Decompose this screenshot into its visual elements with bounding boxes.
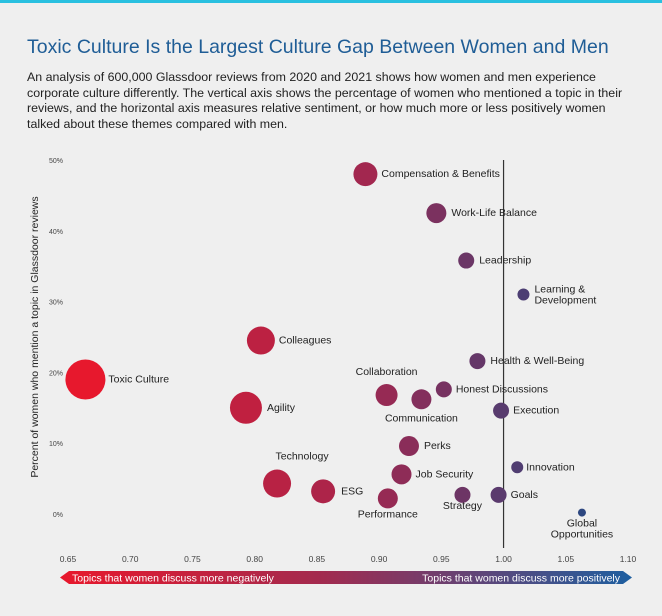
negative-label: Topics that women discuss more negativel… (72, 573, 275, 585)
bubble-label: Job Security (416, 468, 475, 480)
chart-title: Toxic Culture Is the Largest Culture Gap… (27, 36, 609, 58)
bubble-strategy (454, 486, 471, 503)
bubble-label: Colleagues (279, 335, 332, 347)
bubble-label: Global Opportunities (551, 518, 613, 541)
x-tick-label: 1.05 (558, 554, 575, 564)
bubble-colleagues (246, 326, 275, 355)
bubble-label: Health & Well-Being (490, 355, 584, 367)
y-tick-label: 40% (49, 229, 63, 236)
bubble-labels: Compensation & Benefits Work-Life Balance… (108, 168, 613, 540)
bubble-global-opportunities (577, 508, 586, 517)
bubble-compensation-benefits (353, 162, 378, 187)
x-tick-label: 1.10 (620, 554, 637, 564)
x-tick-label: 0.80 (246, 554, 263, 564)
x-tick-label: 0.65 (60, 554, 77, 564)
bubble-label: Leadership (479, 255, 531, 267)
bubble-technology (263, 469, 292, 498)
y-axis-label: Percent of women who mention a topic in … (29, 196, 41, 477)
y-tick-label: 20% (49, 370, 63, 377)
bubble-label: Performance (358, 508, 418, 520)
bubble-label: Perks (424, 440, 451, 452)
chart-subtitle: An analysis of 600,000 Glassdoor reviews… (27, 70, 623, 131)
bubble-label: Compensation & Benefits (381, 168, 499, 180)
bubble-perks (398, 436, 419, 457)
bubble-label: Strategy (443, 500, 483, 512)
bubble-label: Collaboration (356, 366, 418, 378)
bubble-label: Agility (267, 402, 296, 414)
sentiment-gradient-bar: Topics that women discuss more negativel… (60, 571, 632, 585)
x-tick-label: 0.75 (184, 554, 201, 564)
bubble-esg (311, 479, 336, 504)
bubble-health-well-being (469, 353, 486, 370)
y-tick-label: 0% (53, 512, 63, 519)
bubble-goals (490, 486, 507, 503)
chart-axes: 0.65 0.70 0.75 0.80 0.85 0.90 0.95 1.00 1.05 1.10… (49, 158, 637, 564)
bubble-work-life-balance (426, 203, 447, 224)
gradient-arrow-bar (60, 571, 632, 584)
y-tick-label: 50% (49, 158, 63, 165)
bubble-leadership (458, 252, 475, 269)
bubble-label: Communication (385, 412, 458, 424)
bubble-label: Toxic Culture (108, 373, 169, 385)
top-accent-bar (0, 0, 662, 3)
bubble-label: Goals (511, 489, 538, 501)
bubble-honest-discussions (435, 381, 452, 398)
x-tick-label: 0.90 (371, 554, 388, 564)
bubble-toxic-culture (65, 359, 106, 400)
bubble-label: Work-Life Balance (451, 207, 537, 219)
bubble-label: Innovation (526, 461, 575, 473)
bubble-communication (411, 389, 432, 410)
bubble-agility (229, 391, 262, 424)
positive-label: Topics that women discuss more positivel… (422, 573, 621, 585)
bubble-collaboration (375, 384, 398, 407)
bubble-innovation (511, 461, 524, 474)
bubble-label: Execution (513, 405, 559, 417)
x-tick-label: 1.00 (495, 554, 512, 564)
y-tick-label: 10% (49, 441, 63, 448)
bubble-series (65, 162, 586, 517)
bubble-execution (493, 402, 510, 419)
y-tick-label: 30% (49, 300, 63, 307)
x-tick-label: 0.95 (433, 554, 450, 564)
bubble-label: Honest Discussions (456, 383, 548, 395)
bubble-learning-development (517, 288, 530, 301)
bubble-label: Learning & Development (534, 284, 596, 307)
bubble-performance (377, 488, 398, 509)
bubble-label: Technology (276, 451, 330, 463)
x-tick-label: 0.85 (309, 554, 326, 564)
x-tick-label: 0.70 (122, 554, 139, 564)
bubble-label: ESG (341, 485, 363, 497)
bubble-job-security (391, 464, 412, 485)
